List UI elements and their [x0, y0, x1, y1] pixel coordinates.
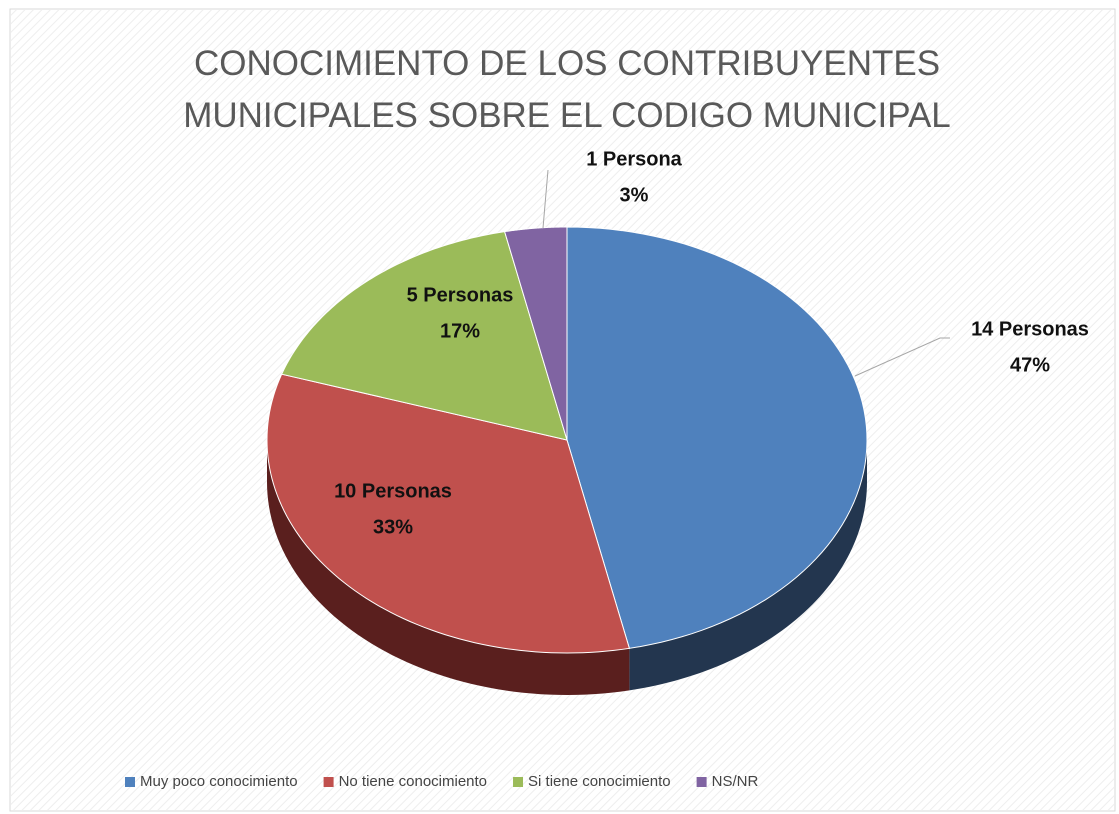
legend-swatch — [323, 777, 334, 787]
leader-line — [854, 337, 950, 377]
legend-label: Si tiene conocimiento — [528, 773, 671, 790]
data-label: 14 Personas — [971, 318, 1089, 340]
leader-line — [542, 169, 549, 229]
data-labels: 14 Personas 47% 10 Personas 33% 5 Personas 17… — [334, 148, 1089, 538]
chart-title: CONOCIMIENTO DE LOS CONTRIBUYENTES MUNIC… — [183, 44, 951, 135]
legend-swatch — [696, 777, 707, 787]
legend-label: NS/NR — [712, 773, 759, 790]
data-label: 5 Personas — [407, 284, 514, 306]
pie — [266, 226, 868, 695]
legend-label: Muy poco conocimiento — [140, 773, 298, 790]
slice — [280, 231, 568, 441]
data-label-percent: 3% — [620, 184, 649, 206]
data-label: 1 Persona — [586, 148, 682, 170]
slice — [566, 226, 868, 649]
legend-label: No tiene conocimiento — [339, 773, 487, 790]
slice — [266, 373, 631, 654]
slice-side — [267, 440, 630, 695]
data-label-percent: 33% — [373, 516, 413, 538]
legend-swatch — [513, 777, 524, 787]
data-label-percent: 47% — [1010, 354, 1050, 376]
legend-swatch — [125, 777, 135, 787]
slice — [503, 226, 568, 441]
data-label: 10 Personas — [334, 480, 452, 502]
legend: Muy poco conocimiento No tiene conocimien… — [125, 773, 758, 790]
data-label-percent: 17% — [440, 320, 480, 342]
slice-side — [629, 440, 867, 691]
